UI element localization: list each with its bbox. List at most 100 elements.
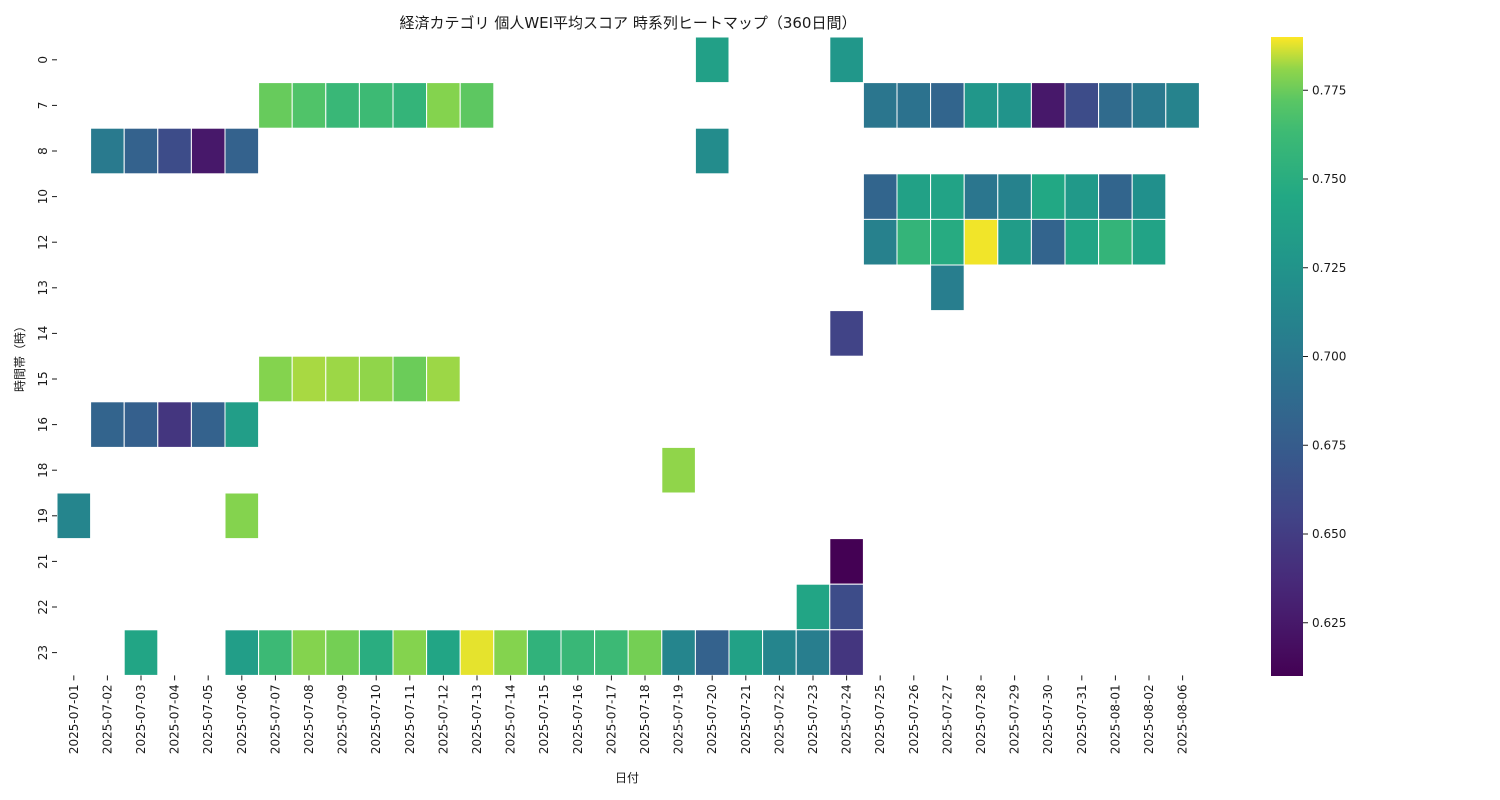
x-tick-label: 2025-07-03 [134,684,148,754]
x-tick-label: 2025-07-04 [168,684,182,754]
colorbar-tick-label: 0.700 [1312,350,1346,364]
heatmap-cell [157,127,192,175]
heatmap-cell [862,218,898,266]
heatmap-cell [258,355,293,403]
heatmap-cell [795,583,831,631]
heatmap-cell [325,355,360,403]
x-tick-label: 2025-07-23 [806,684,820,754]
heatmap-cell [997,82,1032,129]
heatmap-cell [694,127,730,175]
heatmap-cell [762,629,797,676]
x-tick-label: 2025-07-07 [268,684,282,754]
y-tick-label: 13 [36,280,50,295]
colorbar-tick-label: 0.675 [1312,438,1346,452]
heatmap-cell [459,629,495,676]
heatmap-cell [829,36,864,84]
y-axis-ticks: 0 7 8 10 12 13 14 15 16 18 19 21 22 23 [36,56,57,660]
heatmap-cell [1098,173,1133,220]
heatmap-cell [224,127,260,175]
x-tick-label: 2025-07-22 [772,684,786,754]
heatmap-cell [594,629,629,676]
x-tick-label: 2025-07-30 [1041,684,1055,754]
heatmap-cell [1165,82,1200,129]
x-tick-label: 2025-08-06 [1176,684,1190,754]
y-tick-label: 12 [36,235,50,250]
colorbar-tick-label: 0.775 [1312,83,1346,97]
y-axis-label: 時間帯（時） [13,320,27,392]
heatmap-cell [1030,82,1066,129]
y-tick-label: 21 [36,554,50,569]
heatmap-cell [224,492,260,540]
y-tick-label: 23 [36,645,50,660]
x-tick-label: 2025-07-29 [1008,684,1022,754]
colorbar-tick-label: 0.625 [1312,616,1346,630]
heatmap-cell [896,173,932,220]
y-tick-label: 16 [36,417,50,432]
heatmap-cell [829,629,864,676]
heatmap-cell [728,629,764,676]
x-tick-label: 2025-07-19 [672,684,686,754]
heatmap-cell [291,82,327,129]
x-tick-label: 2025-07-27 [940,684,954,754]
x-tick-label: 2025-07-20 [705,684,719,754]
heatmap-cell [627,629,663,676]
heatmap-cell [291,629,327,676]
x-tick-label: 2025-07-31 [1075,684,1089,754]
x-tick-label: 2025-07-08 [302,684,316,754]
heatmap-cell [358,629,394,676]
x-tick-label: 2025-07-11 [403,684,417,754]
heatmap-cell [90,401,125,448]
x-tick-label: 2025-07-18 [638,684,652,754]
heatmap-cell [1064,82,1100,129]
heatmap-cell [1098,218,1133,266]
heatmap-cell [1131,218,1167,266]
heatmap-cell [795,629,831,676]
x-tick-label: 2025-07-26 [907,684,921,754]
x-tick-label: 2025-07-06 [235,684,249,754]
heatmap-cell [426,355,461,403]
y-tick-label: 7 [36,102,50,110]
heatmap-cell [123,401,159,448]
heatmap-cell [258,82,293,129]
x-tick-label: 2025-07-17 [604,684,618,754]
heatmap-cell [661,629,696,676]
heatmap-cell [190,401,226,448]
x-tick-label: 2025-07-05 [201,684,215,754]
heatmap-cell [1030,173,1066,220]
heatmap-cell [426,629,461,676]
heatmap-cell [392,629,428,676]
heatmap-cell [358,355,394,403]
y-tick-label: 15 [36,371,50,386]
x-tick-label: 2025-07-09 [336,684,350,754]
heatmap-cell [123,629,159,676]
heatmap-cell [224,629,260,676]
y-tick-label: 14 [36,326,50,341]
heatmap-cell [694,629,730,676]
heatmap-cell [123,127,159,175]
colorbar-tick-label: 0.750 [1312,172,1346,186]
heatmap-cell [896,218,932,266]
heatmap-cell [829,310,864,357]
colorbar-ticks: 0.625 0.650 0.675 0.700 0.725 0.750 0.775 [1303,83,1346,630]
x-tick-label: 2025-08-02 [1142,684,1156,754]
heatmap-cell [930,82,965,129]
heatmap-cell [1131,173,1167,220]
heatmap-cell [1030,218,1066,266]
x-tick-label: 2025-07-24 [840,684,854,754]
heatmap-cells [56,36,1200,676]
x-tick-label: 2025-07-25 [873,684,887,754]
heatmap-cell [997,173,1032,220]
y-tick-label: 22 [36,599,50,614]
x-tick-label: 2025-07-02 [100,684,114,754]
heatmap-cell [930,173,965,220]
heatmap-cell [392,355,428,403]
heatmap-cell [526,629,562,676]
heatmap-cell [661,446,696,494]
x-tick-label: 2025-07-10 [369,684,383,754]
heatmap-cell [963,82,999,129]
x-tick-label: 2025-07-13 [470,684,484,754]
y-tick-label: 18 [36,463,50,478]
colorbar [1271,37,1303,676]
heatmap-cell [56,492,92,540]
